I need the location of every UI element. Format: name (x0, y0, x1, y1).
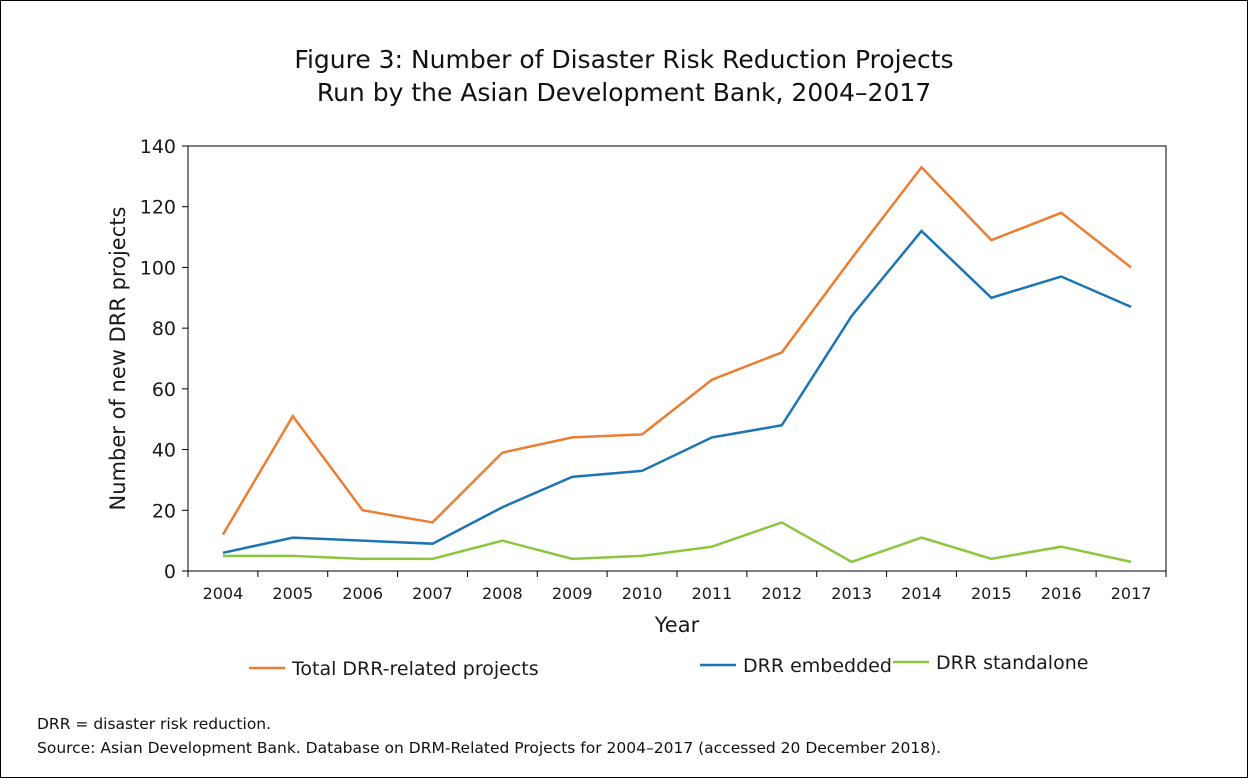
x-tick-label: 2011 (692, 584, 733, 603)
x-tick-label: 2015 (971, 584, 1012, 603)
legend-label: Total DRR-related projects (291, 658, 539, 680)
y-tick-label: 60 (152, 379, 176, 401)
source-note: Source: Asian Development Bank. Database… (37, 739, 942, 757)
chart-title: Figure 3: Number of Disaster Risk Reduct… (0, 43, 1248, 109)
abbreviation-note: DRR = disaster risk reduction. (37, 715, 272, 733)
y-tick-label: 120 (140, 197, 176, 219)
x-tick-label: 2014 (901, 584, 942, 603)
plot-area (187, 145, 1167, 572)
x-tick-label: 2017 (1111, 584, 1152, 603)
y-axis: 0 20 40 60 80 100 120 140 (140, 136, 188, 583)
x-tick-label: 2010 (622, 584, 663, 603)
series-line-total-drr-related-projects (221, 165, 1132, 536)
x-axis: 2004 2005 2006 2007 2008 2009 2010 2011 2012 2013… (187, 571, 1167, 603)
legend-item: DRR standalone (893, 652, 1088, 674)
x-axis-label: Year (654, 613, 700, 637)
x-tick-label: 2005 (272, 584, 313, 603)
x-tick-label: 2004 (203, 584, 244, 603)
x-tick-label: 2009 (552, 584, 593, 603)
x-tick-label: 2012 (761, 584, 802, 603)
legend-item: DRR embedded (700, 655, 892, 677)
y-tick-label: 20 (152, 500, 176, 522)
x-tick-label: 2013 (831, 584, 872, 603)
notes: DRR = disaster risk reduction. Source: A… (37, 712, 941, 760)
legend: Total DRR-related projects DRR embedded DR… (249, 652, 1088, 680)
legend-label: DRR embedded (743, 655, 892, 677)
y-tick-label: 80 (152, 318, 176, 340)
series-line-drr-embedded (222, 229, 1132, 555)
x-tick-label: 2008 (482, 584, 523, 603)
y-tick-label: 100 (140, 257, 176, 279)
series-lines (221, 165, 1132, 564)
chart-title-line-2: Run by the Asian Development Bank, 2004–… (316, 78, 932, 107)
x-tick-label: 2007 (412, 584, 453, 603)
y-axis-label: Number of new DRR projects (106, 207, 130, 511)
y-tick-label: 140 (140, 136, 176, 158)
legend-item: Total DRR-related projects (249, 658, 539, 680)
plot-border (187, 145, 1167, 572)
series-line-drr-standalone (222, 521, 1132, 564)
x-tick-label: 2006 (342, 584, 383, 603)
y-tick-label: 0 (164, 561, 176, 583)
x-tick-label: 2016 (1041, 584, 1082, 603)
y-tick-label: 40 (152, 440, 176, 462)
legend-label: DRR standalone (936, 652, 1088, 674)
chart-title-line-1: Figure 3: Number of Disaster Risk Reduct… (294, 45, 954, 74)
